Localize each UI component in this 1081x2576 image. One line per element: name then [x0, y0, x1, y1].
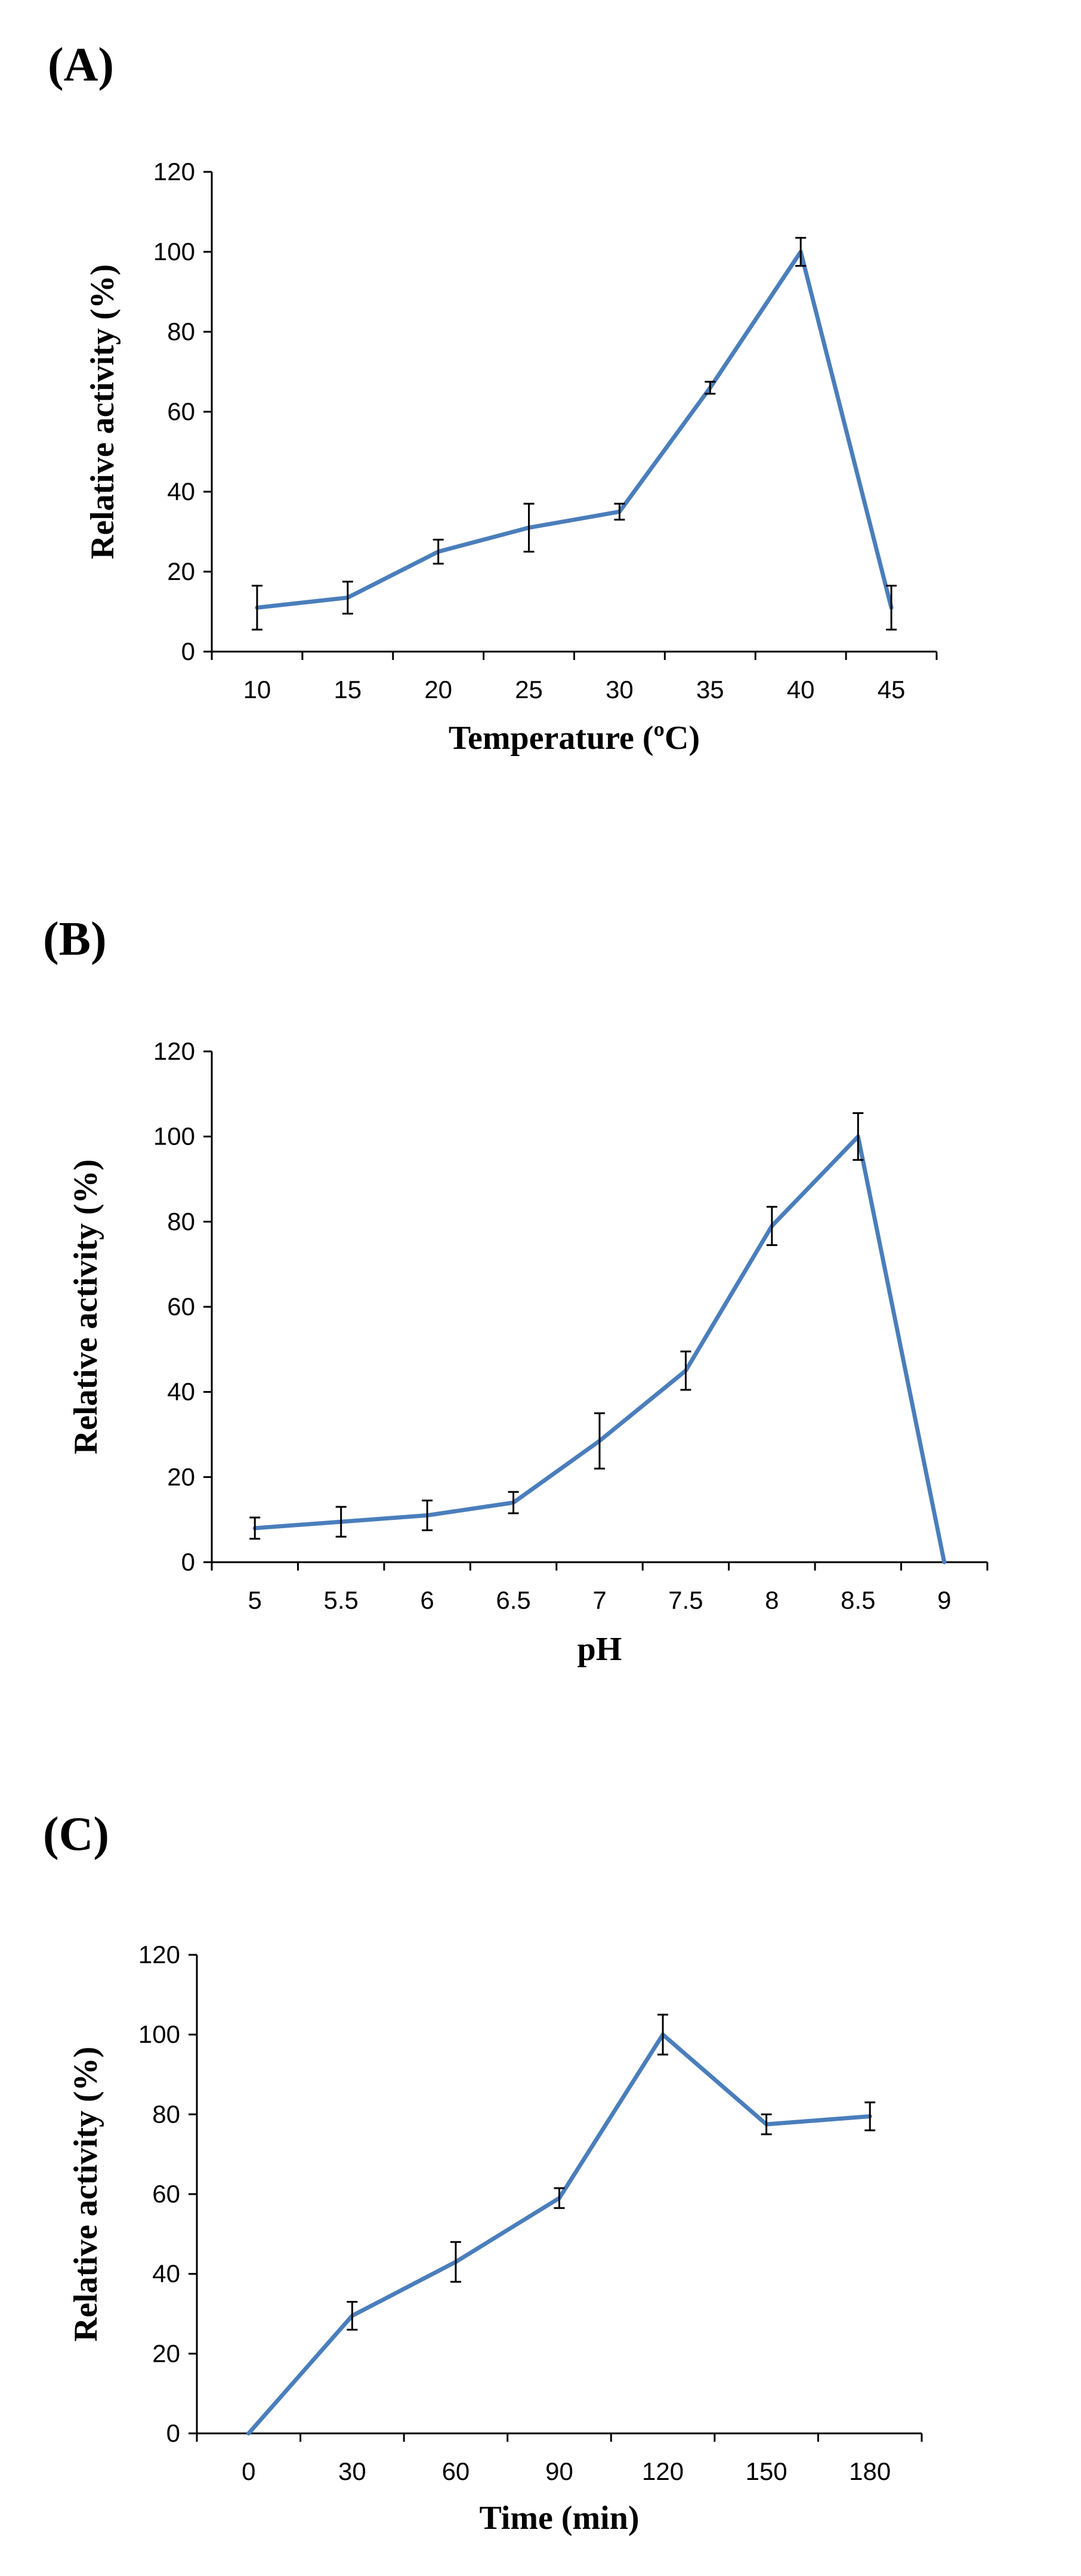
- x-tick-label: 120: [642, 2457, 684, 2485]
- error-bar: [342, 581, 353, 615]
- y-tick-label: 40: [152, 2260, 180, 2288]
- x-tick-label: 0: [242, 2457, 255, 2485]
- error-bar: [347, 2300, 358, 2331]
- y-tick-label: 120: [153, 1037, 195, 1065]
- error-bar: [795, 237, 807, 267]
- error-bar: [761, 2113, 772, 2136]
- panel-label: (A): [48, 39, 114, 91]
- series-line: [255, 249, 894, 610]
- x-tick-label: 30: [338, 2457, 366, 2485]
- error-bar: [705, 381, 716, 395]
- x-tick-label: 5.5: [323, 1586, 358, 1614]
- x-tick-label: 45: [878, 675, 906, 704]
- y-tick-label: 20: [167, 557, 195, 585]
- y-tick-label: 60: [167, 1292, 195, 1321]
- error-bar: [523, 502, 535, 553]
- x-tick-label: 150: [746, 2457, 787, 2485]
- x-tick-label: 25: [515, 675, 543, 704]
- y-tick-label: 0: [166, 2419, 180, 2447]
- x-tick-label: 7: [592, 1586, 606, 1614]
- error-bar: [657, 2013, 669, 2056]
- x-tick-label: 15: [333, 675, 362, 704]
- y-tick-label: 100: [153, 237, 195, 266]
- x-tick-label: 30: [606, 675, 634, 704]
- y-tick-label: 120: [153, 158, 195, 186]
- x-axis-title: Time (min): [479, 2500, 639, 2537]
- error-bar: [614, 502, 625, 521]
- x-tick-label: 10: [243, 675, 271, 704]
- y-tick-label: 0: [181, 1548, 195, 1576]
- error-bar: [251, 584, 262, 631]
- error-bar: [335, 1506, 347, 1538]
- y-tick-label: 40: [167, 477, 195, 505]
- x-tick-label: 9: [937, 1586, 951, 1614]
- x-tick-label: 8: [765, 1586, 779, 1614]
- error-bar: [249, 1516, 261, 1540]
- error-bar: [886, 584, 897, 631]
- y-axis-title: Relative activity (%): [67, 1159, 104, 1454]
- x-tick-label: 40: [787, 675, 815, 704]
- chart-panel-b: (B) 0 20 40 60 80 100 120 5 5.5 6 6.5 7 7.5 8 8.5 9 pH Rel…: [43, 913, 989, 1668]
- error-bar: [680, 1350, 691, 1391]
- error-bar: [450, 2241, 461, 2283]
- x-tick-label: 8.5: [841, 1586, 875, 1614]
- y-tick-label: 0: [181, 637, 195, 665]
- panel-label: (C): [43, 1808, 109, 1861]
- y-axis-title: Relative activity (%): [84, 264, 121, 559]
- x-tick-label: 6.5: [496, 1586, 530, 1614]
- x-tick-label: 5: [248, 1586, 262, 1614]
- y-tick-label: 100: [153, 1122, 195, 1150]
- x-axis-title: Temperature (ºC): [449, 720, 700, 757]
- y-axis-title: Relative activity (%): [67, 2047, 104, 2341]
- y-tick-label: 100: [138, 2020, 180, 2049]
- panel-label: (B): [43, 913, 107, 965]
- error-bar: [554, 2187, 565, 2209]
- x-tick-label: 60: [442, 2457, 470, 2485]
- error-bar: [433, 538, 444, 565]
- y-tick-label: 120: [138, 1941, 180, 1969]
- y-tick-label: 80: [167, 317, 195, 345]
- error-bar: [422, 1500, 433, 1531]
- x-tick-label: 20: [424, 675, 452, 704]
- error-bar: [766, 1205, 777, 1247]
- x-tick-label: 35: [696, 675, 724, 704]
- x-tick-label: 180: [849, 2457, 891, 2485]
- y-tick-label: 20: [152, 2339, 180, 2367]
- error-bar: [508, 1491, 519, 1514]
- error-bar: [864, 2101, 876, 2131]
- y-tick-label: 80: [167, 1207, 195, 1235]
- error-bar: [594, 1412, 605, 1470]
- series-line: [252, 1134, 947, 1565]
- x-tick-label: 7.5: [668, 1586, 703, 1614]
- x-tick-label: 6: [420, 1586, 434, 1614]
- chart-panel-a: (A) 0 20 40 60 80 100 120 10 15 20 25 30 35 40 45 Temper…: [48, 39, 938, 757]
- y-tick-label: 60: [152, 2180, 180, 2208]
- y-tick-label: 40: [167, 1378, 195, 1406]
- y-tick-label: 80: [152, 2100, 180, 2128]
- chart-panel-c: (C) 0 20 40 60 80 100 120 0 30 60 90 120 150 180 Time (…: [43, 1808, 923, 2537]
- x-axis-title: pH: [577, 1631, 622, 1668]
- y-tick-label: 20: [167, 1463, 195, 1491]
- error-bar: [853, 1112, 864, 1161]
- y-tick-label: 60: [167, 397, 195, 425]
- x-tick-label: 90: [545, 2457, 573, 2485]
- series-line: [246, 2032, 872, 2436]
